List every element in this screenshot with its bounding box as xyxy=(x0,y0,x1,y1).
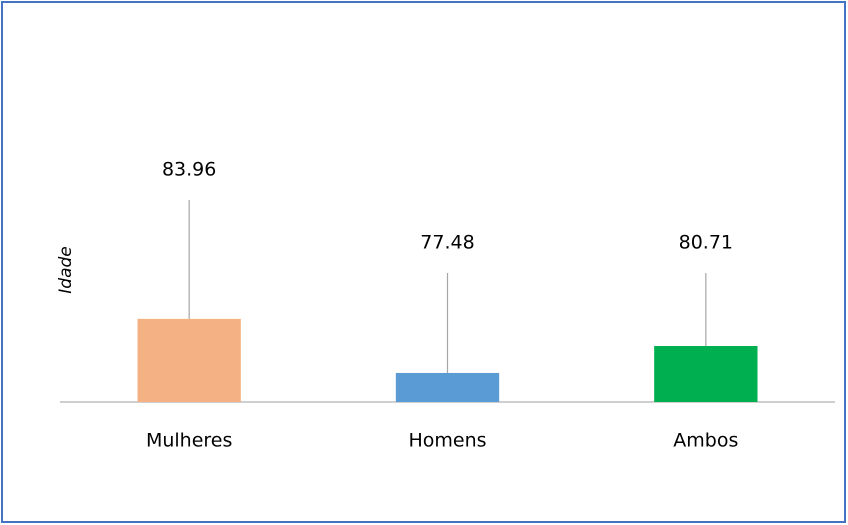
x-tick-label: Mulheres xyxy=(146,430,232,452)
data-label: 80.71 xyxy=(679,232,733,254)
bar xyxy=(395,372,500,402)
data-label: 77.48 xyxy=(420,232,474,254)
bar xyxy=(654,345,758,402)
y-axis-label: Idade xyxy=(56,246,76,293)
x-tick-label: Homens xyxy=(408,430,486,452)
x-tick-label: Ambos xyxy=(673,430,738,452)
data-label: 83.96 xyxy=(162,159,216,181)
bar xyxy=(137,318,241,402)
